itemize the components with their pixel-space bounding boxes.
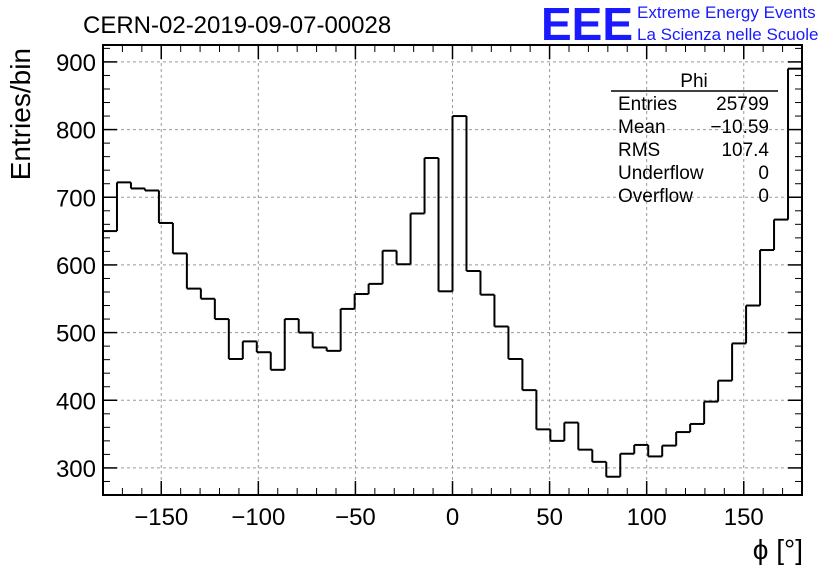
stats-value-overflow: 0	[758, 186, 769, 207]
stats-label-entries: Entries	[618, 94, 677, 115]
x-tick-label: 150	[724, 504, 764, 531]
y-tick-label: 900	[56, 50, 96, 77]
x-tick-label: 0	[446, 504, 459, 531]
x-tick-label: 100	[627, 504, 667, 531]
x-tick-label: −150	[134, 504, 188, 531]
stats-label-underflow: Underflow	[618, 163, 704, 184]
eee-logo-mark: EEE	[541, 0, 633, 50]
axis-ticks	[102, 45, 803, 495]
y-tick-label: 500	[56, 321, 96, 348]
x-tick-labels: −150 −100 −50 0 50 100 150	[134, 504, 764, 531]
x-tick-label: −100	[231, 504, 285, 531]
y-axis-title: Entries/bin	[5, 48, 36, 180]
x-tick-label: −50	[335, 504, 376, 531]
stats-value-mean: −10.59	[710, 117, 769, 138]
y-tick-label: 700	[56, 185, 96, 212]
y-tick-label: 300	[56, 456, 96, 483]
stats-label-rms: RMS	[618, 140, 660, 161]
logo-line-1: Extreme Energy Events	[637, 3, 816, 22]
stats-label-mean: Mean	[618, 117, 666, 138]
stats-value-rms: 107.4	[721, 140, 769, 161]
y-tick-label: 600	[56, 253, 96, 280]
stats-value-entries: 25799	[716, 94, 769, 115]
x-axis-title: ϕ [°]	[753, 534, 803, 565]
y-tick-labels: 300 400 500 600 700 800 900	[56, 50, 96, 483]
x-tick-label: 50	[536, 504, 563, 531]
chart-title: CERN-02-2019-09-07-00028	[83, 12, 391, 39]
y-tick-label: 800	[56, 118, 96, 145]
stats-title: Phi	[680, 71, 707, 92]
histogram-series	[103, 67, 802, 478]
stats-label-overflow: Overflow	[618, 186, 693, 207]
logo-line-2: La Scienza nelle Scuole	[637, 25, 818, 44]
stats-box: Phi Entries 25799 Mean −10.59 RMS 107.4 …	[611, 71, 778, 207]
stats-value-underflow: 0	[758, 163, 769, 184]
y-tick-label: 400	[56, 388, 96, 415]
